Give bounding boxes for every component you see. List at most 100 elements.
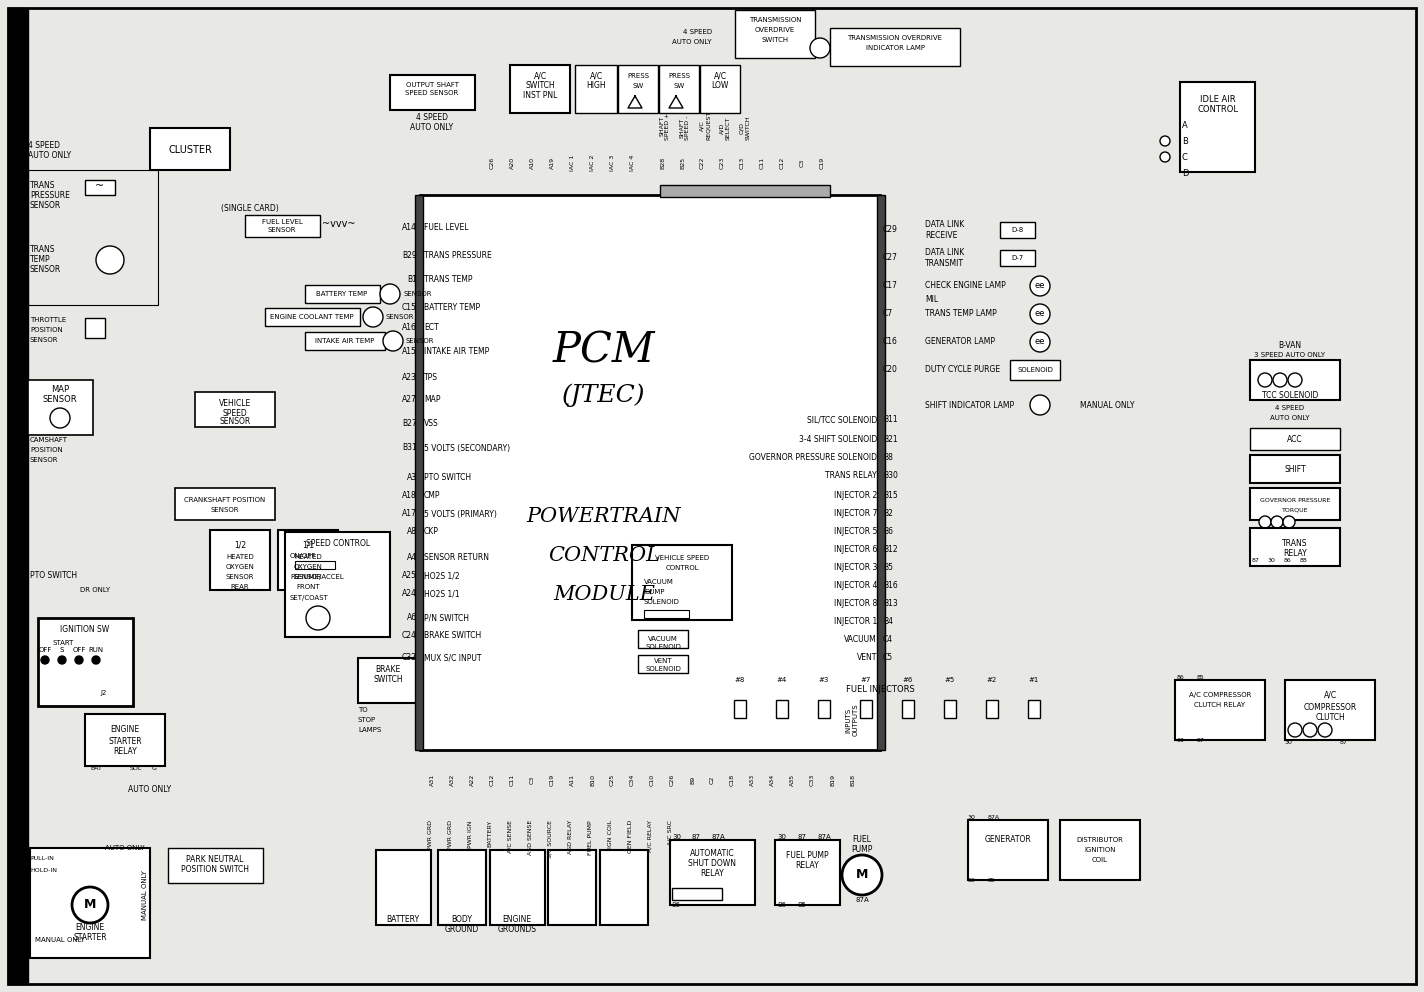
Text: PARK NEUTRAL: PARK NEUTRAL: [187, 855, 244, 864]
Circle shape: [383, 331, 403, 351]
Text: SHAFT
SPEED +: SHAFT SPEED +: [659, 113, 671, 140]
Bar: [28, 380, 93, 435]
Text: SENSOR: SENSOR: [30, 266, 61, 275]
Text: SENSOR: SENSOR: [268, 227, 296, 233]
Text: TEMP: TEMP: [30, 256, 51, 265]
Text: B5: B5: [883, 563, 893, 572]
Text: REAR: REAR: [231, 584, 249, 590]
Bar: [357, 658, 419, 703]
Text: LAMPS: LAMPS: [357, 727, 382, 733]
Bar: [701, 65, 740, 113]
Text: A/C: A/C: [534, 71, 547, 80]
Bar: [285, 532, 390, 637]
Text: IAC 3: IAC 3: [609, 155, 615, 172]
Circle shape: [73, 887, 108, 923]
Text: 86: 86: [1284, 558, 1292, 562]
Text: INTAKE AIR TEMP: INTAKE AIR TEMP: [315, 338, 375, 344]
Text: #7: #7: [862, 677, 871, 683]
Text: TRANS RELAY: TRANS RELAY: [826, 471, 877, 480]
Text: 87A: 87A: [988, 815, 1000, 820]
Text: ENGINE: ENGINE: [111, 725, 140, 734]
Text: OFF: OFF: [73, 647, 85, 653]
Text: A10: A10: [530, 157, 535, 169]
Text: CAMSHAFT: CAMSHAFT: [30, 437, 68, 443]
Text: VEHICLE SPEED: VEHICLE SPEED: [655, 555, 709, 561]
Text: C23: C23: [721, 157, 725, 170]
Circle shape: [93, 656, 100, 664]
Text: C7: C7: [883, 310, 893, 318]
Text: B6: B6: [883, 528, 893, 537]
Text: C19: C19: [820, 157, 824, 169]
Text: TRANS: TRANS: [30, 245, 56, 255]
Text: GOVERNOR PRESSURE: GOVERNOR PRESSURE: [1260, 498, 1330, 503]
Bar: [1250, 428, 1340, 450]
Text: 30: 30: [778, 834, 786, 840]
Bar: [1175, 680, 1265, 740]
Circle shape: [1287, 723, 1302, 737]
Bar: [638, 655, 688, 673]
Circle shape: [380, 284, 400, 304]
Text: VACUUM: VACUUM: [648, 636, 678, 642]
Text: SHAFT
SPEED -: SHAFT SPEED -: [679, 116, 691, 140]
Text: D-7: D-7: [1012, 255, 1024, 261]
Text: GOVERNOR PRESSURE SOLENOID: GOVERNOR PRESSURE SOLENOID: [749, 453, 877, 462]
Text: C20: C20: [883, 365, 899, 375]
Bar: [638, 630, 688, 648]
Text: C11: C11: [760, 157, 765, 169]
Text: FUEL LEVEL: FUEL LEVEL: [262, 219, 302, 225]
Text: ENGINE: ENGINE: [503, 916, 531, 925]
Text: B27: B27: [402, 420, 417, 429]
Text: CKP: CKP: [424, 528, 439, 537]
Text: CONTROL: CONTROL: [1198, 105, 1239, 114]
Text: A11: A11: [570, 774, 575, 786]
Text: ECT: ECT: [424, 323, 439, 332]
Text: GROUND: GROUND: [444, 926, 478, 934]
Text: #8: #8: [735, 677, 745, 683]
Text: A33: A33: [750, 774, 755, 786]
Text: PWR IGN: PWR IGN: [467, 820, 473, 847]
Bar: [414, 195, 423, 750]
Text: B9: B9: [691, 776, 695, 784]
Text: SPEED CONTROL: SPEED CONTROL: [306, 539, 370, 548]
Bar: [1000, 250, 1035, 266]
Bar: [175, 488, 275, 520]
Text: SOLENOID: SOLENOID: [645, 644, 681, 650]
Bar: [168, 848, 263, 883]
Text: FUEL INJECTORS: FUEL INJECTORS: [846, 685, 914, 694]
Bar: [390, 75, 476, 110]
Text: 87A: 87A: [856, 897, 869, 903]
Text: TRANS PRESSURE: TRANS PRESSURE: [424, 251, 491, 260]
Text: BAT: BAT: [90, 766, 103, 771]
Text: 4 SPEED: 4 SPEED: [416, 113, 449, 122]
Text: B16: B16: [883, 581, 897, 590]
Text: A: A: [1182, 120, 1188, 130]
Text: RUN: RUN: [88, 647, 104, 653]
Text: A17: A17: [402, 510, 417, 519]
Text: A14: A14: [402, 223, 417, 232]
Bar: [38, 618, 132, 706]
Text: C16: C16: [883, 337, 899, 346]
Text: (SINGLE CARD): (SINGLE CARD): [221, 203, 279, 212]
Text: MUX S/C INPUT: MUX S/C INPUT: [424, 654, 481, 663]
Text: BRAKE: BRAKE: [376, 666, 400, 675]
Text: TO: TO: [357, 707, 367, 713]
Text: CONTROL: CONTROL: [665, 565, 699, 571]
Text: DATA LINK
RECEIVE: DATA LINK RECEIVE: [926, 220, 964, 240]
Text: IAC 1: IAC 1: [570, 155, 575, 172]
Text: LOW: LOW: [712, 81, 729, 90]
Text: C19: C19: [550, 774, 555, 786]
Text: SENSOR: SENSOR: [43, 396, 77, 405]
Text: FRONT: FRONT: [296, 584, 320, 590]
Text: 86: 86: [1178, 675, 1185, 680]
Text: TCC SOLENOID: TCC SOLENOID: [1262, 391, 1319, 400]
Text: AUTO ONLY: AUTO ONLY: [410, 122, 454, 132]
Circle shape: [1319, 723, 1331, 737]
Bar: [85, 318, 105, 338]
Text: VACUUM: VACUUM: [844, 636, 877, 645]
Circle shape: [75, 656, 83, 664]
Text: POSITION: POSITION: [30, 327, 63, 333]
Text: A22: A22: [470, 774, 476, 786]
Bar: [644, 610, 689, 618]
Text: RELAY: RELAY: [112, 748, 137, 757]
Text: TPS: TPS: [424, 374, 439, 383]
